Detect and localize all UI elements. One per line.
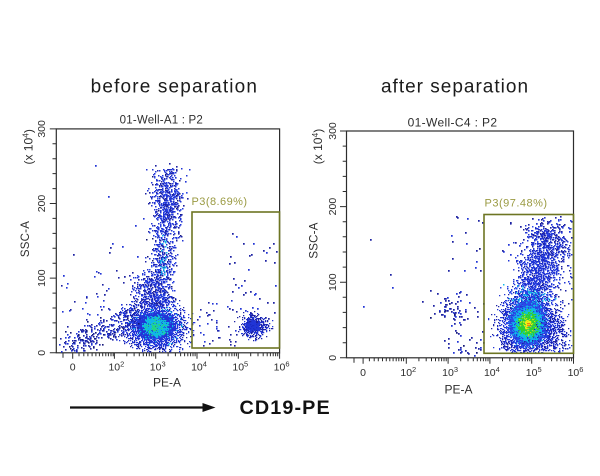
svg-text:0: 0 bbox=[360, 367, 366, 379]
svg-text:PE-A: PE-A bbox=[153, 376, 181, 390]
svg-text:300: 300 bbox=[36, 120, 48, 138]
svg-text:P3(97.48%): P3(97.48%) bbox=[485, 198, 548, 210]
svg-text:after separation: after separation bbox=[381, 76, 529, 97]
svg-text:200: 200 bbox=[327, 198, 339, 216]
svg-text:300: 300 bbox=[327, 122, 339, 140]
svg-text:PE-A: PE-A bbox=[444, 383, 472, 397]
svg-text:100: 100 bbox=[36, 269, 48, 287]
svg-text:P3(8.69%): P3(8.69%) bbox=[192, 196, 248, 208]
svg-text:(x 104): (x 104) bbox=[310, 129, 325, 164]
svg-text:(x 104): (x 104) bbox=[21, 129, 36, 164]
svg-text:200: 200 bbox=[36, 195, 48, 213]
svg-text:0: 0 bbox=[36, 350, 48, 356]
svg-text:SSC-A: SSC-A bbox=[20, 221, 32, 257]
svg-text:100: 100 bbox=[327, 273, 339, 291]
svg-text:before separation: before separation bbox=[91, 76, 258, 97]
svg-text:SSC-A: SSC-A bbox=[309, 222, 321, 258]
svg-text:0: 0 bbox=[327, 355, 339, 361]
svg-text:01-Well-C4 : P2: 01-Well-C4 : P2 bbox=[408, 115, 498, 129]
svg-text:01-Well-A1 : P2: 01-Well-A1 : P2 bbox=[120, 115, 203, 127]
svg-text:CD19-PE: CD19-PE bbox=[240, 397, 331, 419]
svg-text:0: 0 bbox=[70, 362, 76, 374]
